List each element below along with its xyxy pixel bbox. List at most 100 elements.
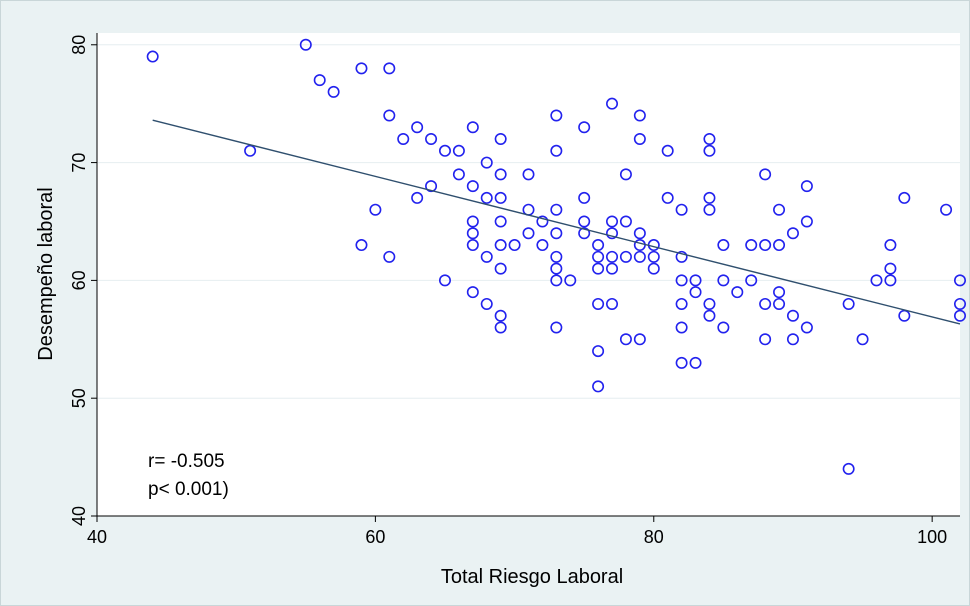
scatter-point [466,227,479,240]
plot-area [97,33,960,516]
scatter-point [842,462,855,475]
scatter-point [606,97,619,110]
scatter-point [369,203,382,216]
scatter-point [592,345,605,358]
scatter-point [494,215,507,228]
scatter-point [466,239,479,252]
scatter-point [550,109,563,122]
scatter-point [689,274,702,287]
scatter-point [619,215,632,228]
scatter-point [675,250,688,263]
scatter-point [953,309,966,322]
scatter-point [327,85,340,98]
scatter-point [675,297,688,310]
scatter-point [898,191,911,204]
scatter-point [745,239,758,252]
scatter-point [884,274,897,287]
scatter-point [703,203,716,216]
scatter-point [619,333,632,346]
scatter-point [425,180,438,193]
scatter-point [800,215,813,228]
y-tick-label: 60 [69,270,89,290]
scatter-point [773,286,786,299]
scatter-point [773,203,786,216]
scatter-point [313,74,326,87]
scatter-point [425,133,438,146]
y-tick-label: 80 [69,35,89,55]
scatter-point [717,274,730,287]
scatter-point [466,286,479,299]
scatter-point [299,38,312,51]
scatter-point [508,239,521,252]
scatter-point [773,239,786,252]
scatter-point [452,144,465,157]
scatter-point [633,109,646,122]
scatter-point [383,62,396,75]
fit-line [152,119,961,325]
scatter-point [703,144,716,157]
scatter-point [383,109,396,122]
scatter-point [411,121,424,134]
scatter-point [619,250,632,263]
scatter-point [884,262,897,275]
scatter-point [689,286,702,299]
scatter-point [592,239,605,252]
scatter-point [438,144,451,157]
scatter-point [842,297,855,310]
scatter-point [633,250,646,263]
scatter-point [466,121,479,134]
scatter-point [717,239,730,252]
scatter-point [773,297,786,310]
scatter-point [592,262,605,275]
scatter-point [633,227,646,240]
p-value-annotation: p< 0.001) [148,479,229,500]
scatter-point [536,215,549,228]
scatter-point [606,250,619,263]
scatter-point [411,191,424,204]
scatter-point [606,262,619,275]
scatter-point [494,168,507,181]
scatter-point [522,227,535,240]
scatter-point [550,227,563,240]
scatter-point [592,297,605,310]
scatter-point [550,321,563,334]
scatter-point [494,321,507,334]
scatter-point [759,333,772,346]
x-tick-label: 100 [917,527,947,547]
scatter-point [856,333,869,346]
correlation-annotation: r= -0.505 [148,451,225,472]
scatter-point [550,274,563,287]
scatter-point [870,274,883,287]
scatter-point [717,321,730,334]
scatter-point [884,239,897,252]
scatter-point [355,239,368,252]
scatter-point [564,274,577,287]
scatter-point [661,191,674,204]
scatter-point [480,156,493,169]
scatter-point [536,239,549,252]
y-tick-label: 70 [69,153,89,173]
scatter-point [480,297,493,310]
x-axis-title: Total Riesgo Laboral [441,566,623,588]
scatter-point [606,215,619,228]
scatter-point [383,250,396,263]
y-tick-label: 50 [69,388,89,408]
scatter-point [522,168,535,181]
scatter-point [703,297,716,310]
scatter-point [675,203,688,216]
scatter-point [397,133,410,146]
scatter-point [703,191,716,204]
scatter-point [606,227,619,240]
scatter-point [786,309,799,322]
scatter-point [703,309,716,322]
scatter-point [452,168,465,181]
scatter-point [759,239,772,252]
scatter-point [550,250,563,263]
y-tick-label: 40 [69,506,89,526]
scatter-point [759,168,772,181]
y-axis-title: Desempeño laboral [35,187,57,360]
scatter-point [494,309,507,322]
scatter-point [633,133,646,146]
scatter-point [675,274,688,287]
